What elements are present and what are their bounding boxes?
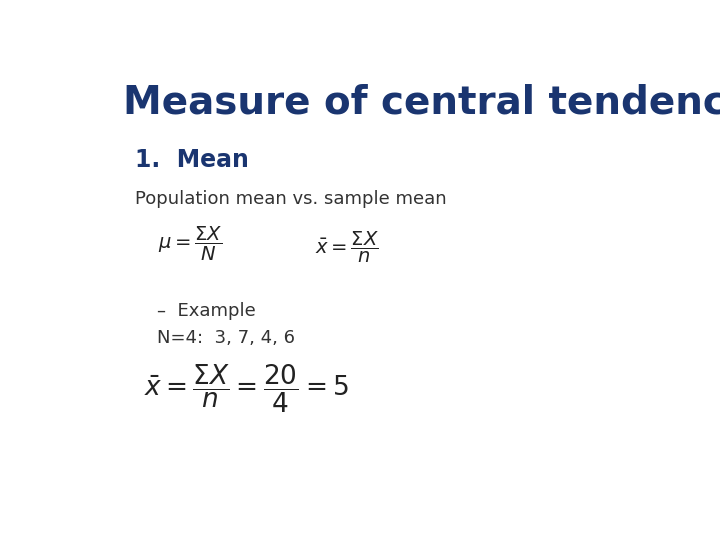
Text: Population mean vs. sample mean: Population mean vs. sample mean bbox=[135, 190, 446, 207]
Text: –  Example: – Example bbox=[157, 302, 256, 320]
Text: 1.  Mean: 1. Mean bbox=[135, 148, 248, 172]
Text: $\mu = \dfrac{\Sigma X}{N}$: $\mu = \dfrac{\Sigma X}{N}$ bbox=[158, 225, 222, 262]
Text: $\bar{x} = \dfrac{\Sigma X}{n}$: $\bar{x} = \dfrac{\Sigma X}{n}$ bbox=[315, 230, 379, 265]
Text: N=4:  3, 7, 4, 6: N=4: 3, 7, 4, 6 bbox=[157, 329, 295, 347]
Text: $\bar{x} = \dfrac{\Sigma X}{n} = \dfrac{20}{4} = 5$: $\bar{x} = \dfrac{\Sigma X}{n} = \dfrac{… bbox=[144, 363, 348, 415]
Text: Measure of central tendency: Measure of central tendency bbox=[124, 84, 720, 122]
